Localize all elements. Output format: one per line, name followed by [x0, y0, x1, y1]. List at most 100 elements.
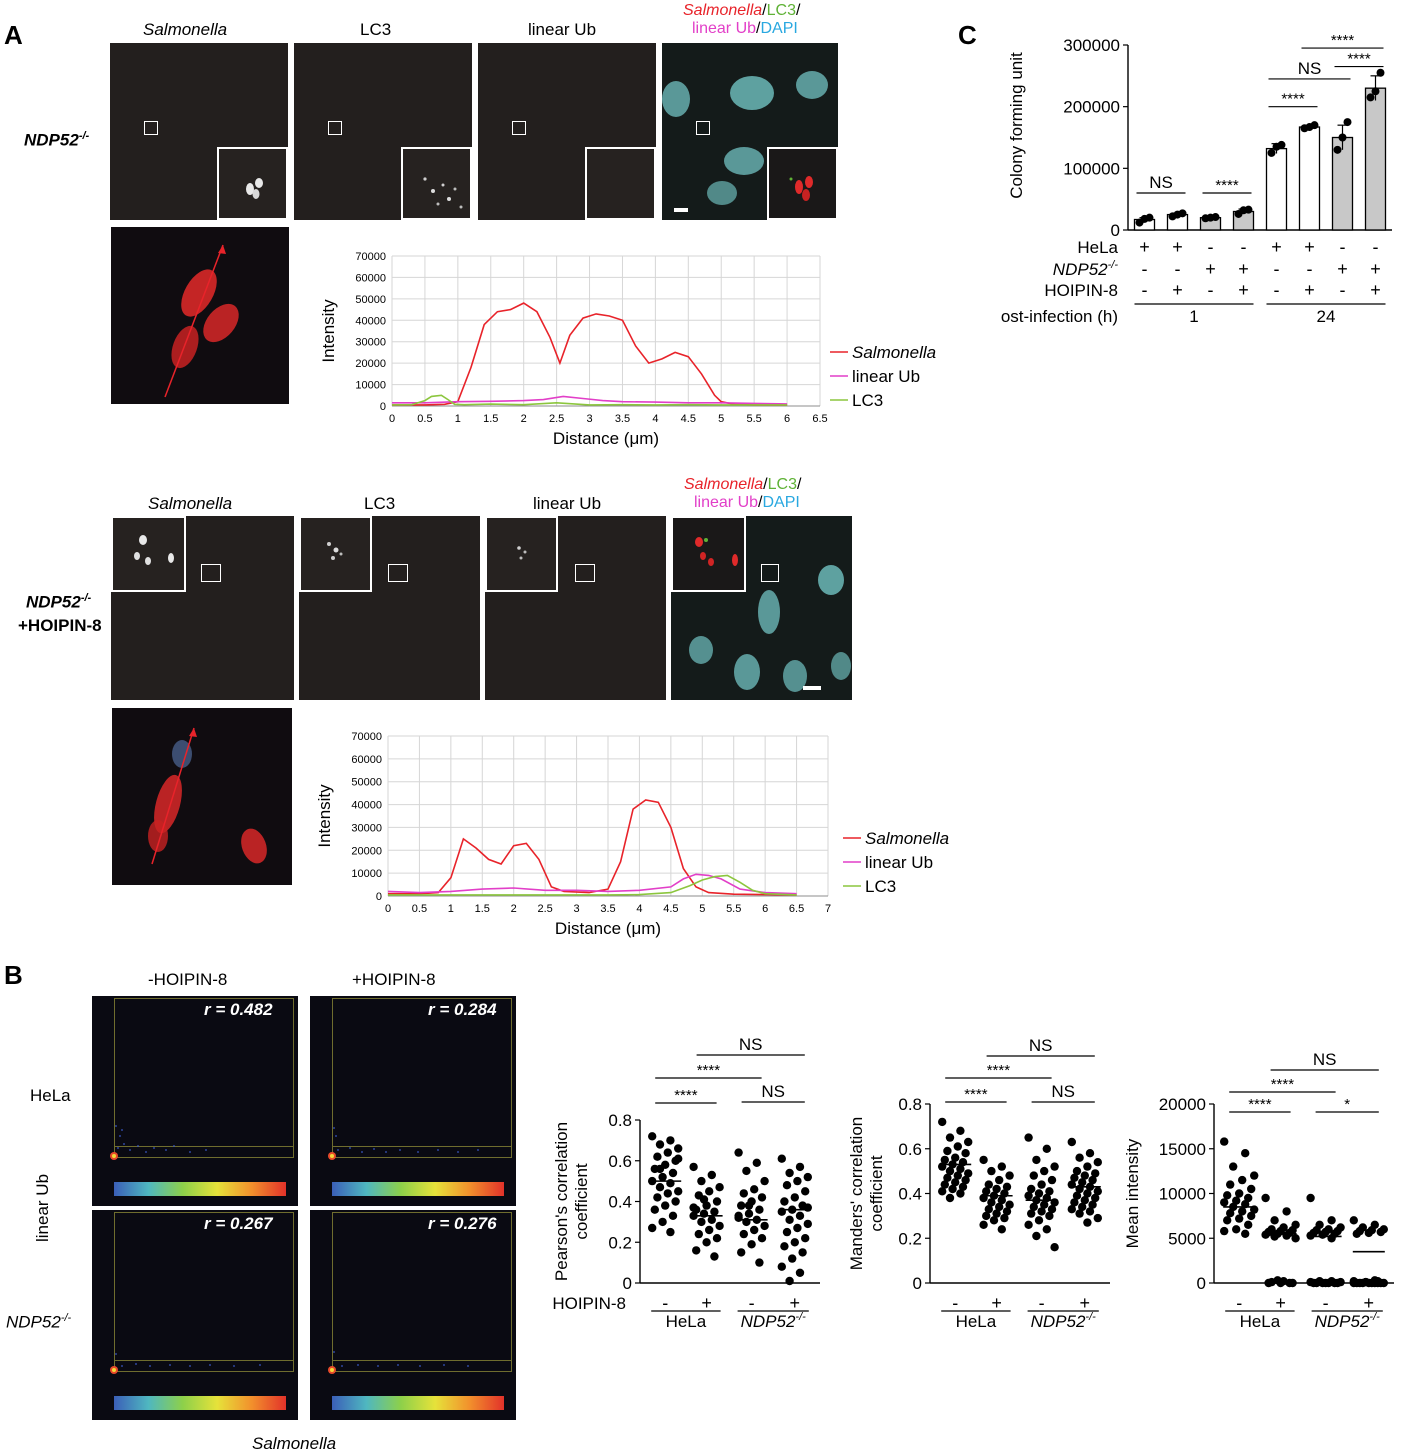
condition-sign: + — [1172, 280, 1183, 300]
data-point — [1037, 1207, 1046, 1216]
data-point — [953, 1171, 962, 1180]
y-axis-label: Colony forming unit — [1007, 52, 1026, 199]
data-point — [956, 1189, 965, 1198]
line-profile-roi-2 — [148, 727, 267, 865]
y-tick-label: 0.2 — [898, 1229, 922, 1248]
condition-sign: - — [1208, 280, 1214, 300]
y-tick-label: 0.6 — [898, 1140, 922, 1159]
data-point — [668, 1211, 678, 1220]
y-tick-label: 70000 — [355, 251, 386, 263]
data-point — [1306, 1231, 1315, 1240]
data-point — [1072, 1166, 1082, 1176]
significance-label: * — [1344, 1096, 1350, 1113]
data-point — [1078, 1178, 1087, 1187]
x-tick-label: 5.5 — [726, 903, 741, 915]
y-tick-label: 10000 — [351, 868, 382, 880]
zoom-inset — [671, 516, 746, 592]
data-point — [1047, 1205, 1057, 1214]
header-lc3: LC3 — [360, 20, 392, 39]
y-tick-label: 40000 — [355, 315, 386, 327]
data-point — [945, 1133, 955, 1142]
x-tick-label: 6.5 — [812, 413, 827, 425]
category-label: - — [1236, 1293, 1242, 1313]
condition-sign: - — [1274, 280, 1280, 300]
x-tick-label: 4.5 — [663, 903, 678, 915]
significance-label: **** — [1347, 51, 1371, 68]
r-value: r = 0.482 — [204, 1000, 273, 1019]
x-tick-label: 5 — [718, 413, 724, 425]
micrograph-lc3 — [294, 43, 472, 220]
nuclei-signal — [689, 565, 851, 692]
data-point — [785, 1276, 794, 1286]
data-point — [1083, 1218, 1092, 1227]
data-point — [1024, 1133, 1033, 1142]
condition-sign: - — [1142, 259, 1148, 279]
x-axis-label: Distance (μm) — [555, 919, 661, 938]
data-point — [742, 1217, 751, 1227]
data-point — [1235, 1189, 1244, 1198]
zoom-inset — [111, 516, 186, 592]
y-axis-label: coefficient — [572, 1163, 591, 1240]
data-point — [782, 1227, 792, 1237]
roi-box — [201, 564, 221, 582]
y-axis-label: Pearson's correlation — [552, 1122, 571, 1281]
data-point — [1310, 121, 1319, 130]
condition-sign: + — [1337, 259, 1348, 279]
legend-entry: LC3 — [852, 391, 883, 410]
condition-sign: - — [1208, 237, 1214, 257]
significance-label: NS — [1149, 173, 1173, 192]
data-point — [689, 1203, 698, 1212]
significance-label: **** — [697, 1062, 721, 1079]
category-label: + — [790, 1293, 801, 1313]
data-point — [760, 1221, 769, 1231]
significance-label: NS — [761, 1082, 785, 1101]
header-merge-line2: linear Ub/DAPI — [692, 20, 798, 38]
condition-sign: - — [1142, 280, 1148, 300]
condition-sign: + — [1304, 280, 1315, 300]
data-point — [757, 1193, 767, 1202]
data-point — [658, 1217, 667, 1227]
data-point — [1093, 1213, 1102, 1223]
data-point — [1273, 1276, 1282, 1285]
y-tick-label: 40000 — [351, 800, 382, 812]
data-point — [666, 1179, 675, 1188]
zoom-inset — [485, 516, 558, 592]
col-label-minus-hoipin: -HOIPIN-8 — [148, 970, 228, 989]
x-tick-label: 0.5 — [417, 413, 432, 425]
data-point — [671, 1197, 680, 1206]
data-point — [1000, 1213, 1009, 1223]
data-point — [658, 1172, 667, 1182]
data-point — [666, 1227, 675, 1237]
data-point — [1091, 1169, 1100, 1178]
data-point — [697, 1176, 706, 1186]
series-line-salmonella — [392, 302, 788, 406]
x-tick-label: 2.5 — [537, 903, 552, 915]
category-label: + — [1364, 1293, 1375, 1313]
data-point — [1093, 1187, 1102, 1196]
data-point — [1070, 1198, 1079, 1207]
data-point — [750, 1185, 759, 1194]
panel-label-b: B — [4, 960, 23, 990]
data-point — [739, 1189, 748, 1198]
data-point — [777, 1154, 786, 1163]
data-point — [992, 1209, 1001, 1218]
micrograph-linear-ub-2 — [485, 516, 666, 700]
data-point — [653, 1152, 662, 1161]
scale-bar — [803, 686, 821, 690]
category-label: + — [991, 1293, 1002, 1313]
x-tick-label: 1.5 — [475, 903, 490, 915]
data-point — [1029, 1202, 1038, 1212]
category-label: + — [1080, 1293, 1091, 1313]
data-point — [1376, 68, 1385, 77]
data-point — [1005, 1171, 1014, 1180]
data-point — [1291, 1234, 1300, 1243]
data-point — [1024, 1220, 1033, 1229]
data-point — [1244, 205, 1253, 214]
data-point — [982, 1211, 991, 1221]
y-tick-label: 20000 — [355, 358, 386, 370]
data-point — [674, 1187, 683, 1196]
row-label-ndp52-hoipin: NDP52-/- — [26, 592, 92, 612]
data-point — [1211, 213, 1220, 222]
nuclei-signal — [662, 71, 828, 205]
r-value: r = 0.267 — [204, 1214, 273, 1233]
